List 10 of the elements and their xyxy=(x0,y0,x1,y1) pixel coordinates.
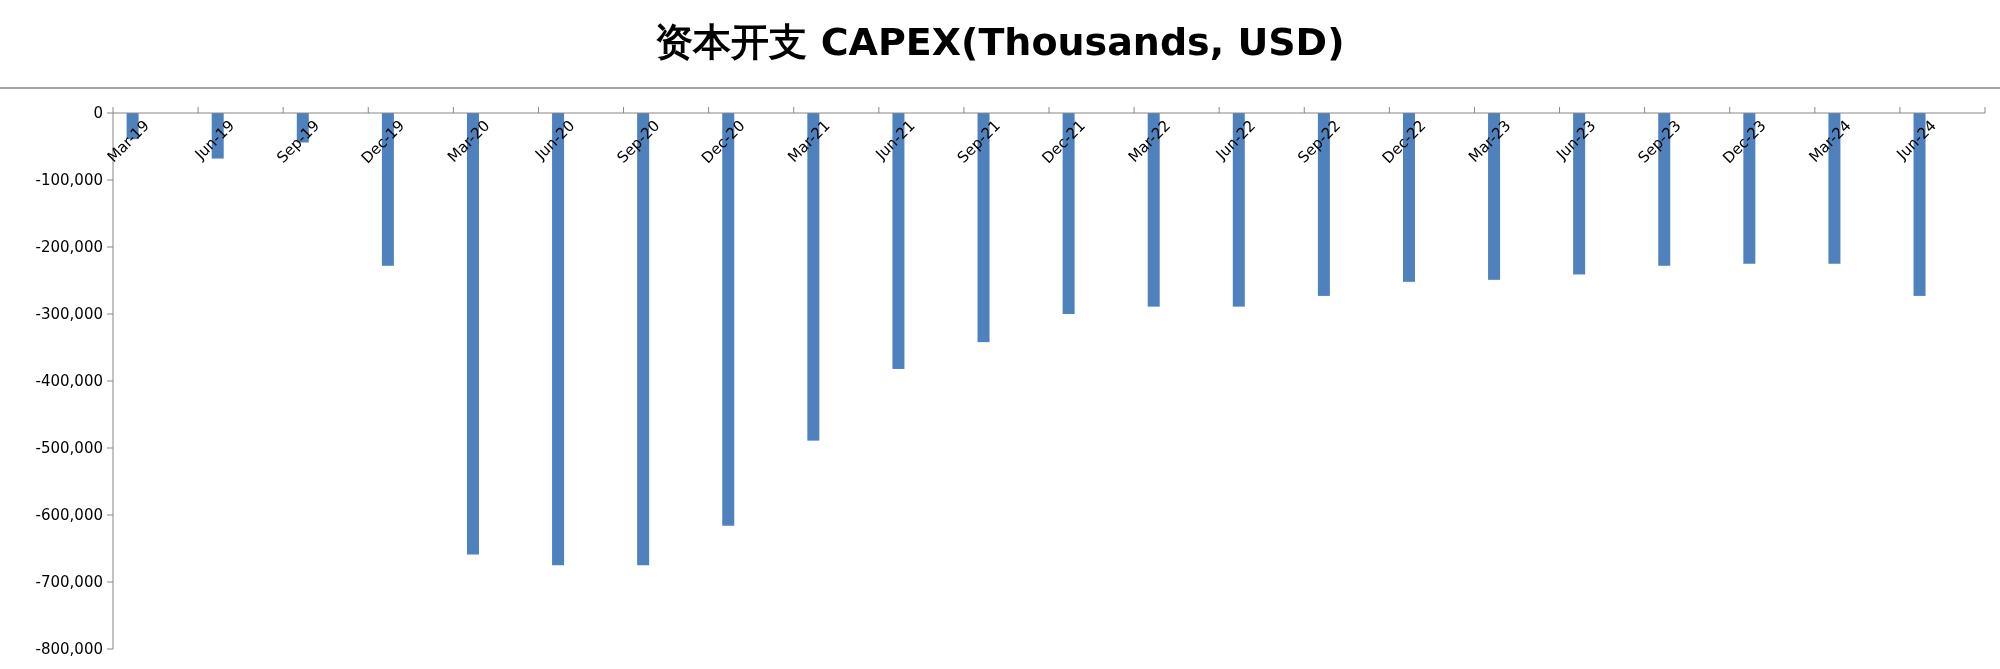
y-tick-label: -800,000 xyxy=(35,640,103,659)
y-tick-label: -600,000 xyxy=(35,506,103,525)
y-tick-label: 0 xyxy=(93,104,103,123)
y-tick-label: -500,000 xyxy=(35,439,103,458)
y-tick-label: -200,000 xyxy=(35,238,103,257)
y-tick-label: -100,000 xyxy=(35,171,103,190)
y-tick-label: -400,000 xyxy=(35,372,103,391)
y-tick-label: -700,000 xyxy=(35,573,103,592)
y-tick-label: -300,000 xyxy=(35,305,103,324)
chart-title: 资本开支 CAPEX(Thousands, USD) xyxy=(655,20,1345,64)
